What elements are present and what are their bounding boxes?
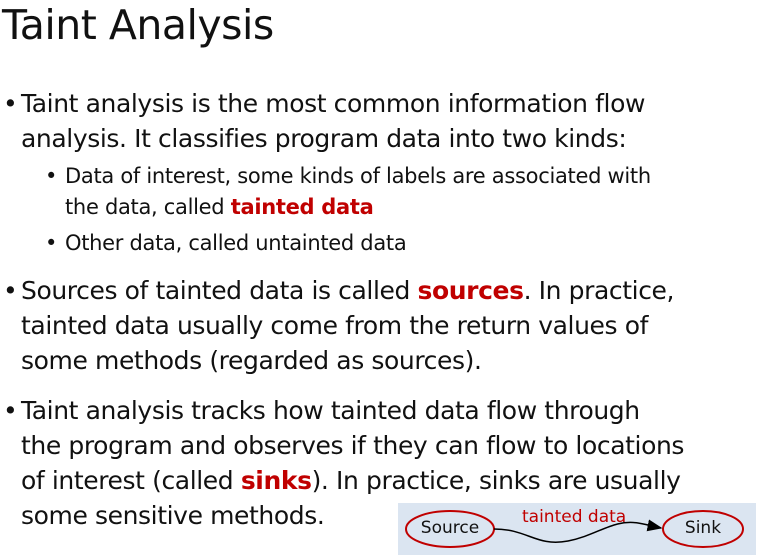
bullet-dot: • xyxy=(45,231,58,255)
bullet-text-line: Sources of tainted data is called source… xyxy=(0,273,766,308)
bullet-text-line: the data, called tainted data xyxy=(0,192,766,223)
bullet-sources: • Sources of tainted data is called sour… xyxy=(0,273,766,378)
bullet-text-line: analysis. It classifies program data int… xyxy=(21,124,627,153)
bullet-text-line: of interest (called sinks). In practice,… xyxy=(0,463,766,498)
text-segment: . In practice, xyxy=(523,276,675,305)
bullet-dot: • xyxy=(3,396,18,425)
bullet-text-line: some methods (regarded as sources). xyxy=(21,346,482,375)
source-label: Source xyxy=(420,518,480,538)
bullet-text-line: Taint analysis tracks how tainted data f… xyxy=(21,396,640,425)
bullet-text-line: Data of interest, some kinds of labels a… xyxy=(65,164,651,188)
highlight-sources: sources xyxy=(417,276,524,305)
edge-label-tainted-data: tainted data xyxy=(522,507,627,527)
text-segment: the data, called xyxy=(65,195,231,219)
sink-node xyxy=(662,510,744,548)
bullet-dot: • xyxy=(3,276,18,305)
taint-flow-diagram: Source Sink tainted data xyxy=(398,503,756,555)
highlight-tainted-data: tainted data xyxy=(230,195,374,219)
text-segment: of interest (called xyxy=(21,466,241,495)
bullet-text-line: some sensitive methods. xyxy=(21,501,325,530)
flow-arrow xyxy=(493,519,663,543)
slide-title: Taint Analysis xyxy=(2,1,274,49)
text-segment: Sources of tainted data is called xyxy=(21,276,418,305)
text-segment: ). In practice, sinks are usually xyxy=(311,466,681,495)
bullet-text-line: the program and observes if they can flo… xyxy=(21,431,685,460)
highlight-sinks: sinks xyxy=(240,466,312,495)
subbullet-data-of-interest: • Data of interest, some kinds of labels… xyxy=(0,161,766,223)
bullet-text-line: Other data, called untainted data xyxy=(65,231,407,255)
sink-label: Sink xyxy=(684,518,722,538)
bullet-dot: • xyxy=(45,164,58,188)
taint-flow-graphic xyxy=(405,510,744,548)
subbullet-other-data: • Other data, called untainted data xyxy=(0,228,766,259)
bullet-information-flow: • Taint analysis is the most common info… xyxy=(0,86,766,156)
bullet-text-line: tainted data usually come from the retur… xyxy=(21,311,649,340)
bullet-dot: • xyxy=(3,89,18,118)
bullet-text-line: Taint analysis is the most common inform… xyxy=(21,89,646,118)
bullet-sinks: • Taint analysis tracks how tainted data… xyxy=(0,393,766,533)
